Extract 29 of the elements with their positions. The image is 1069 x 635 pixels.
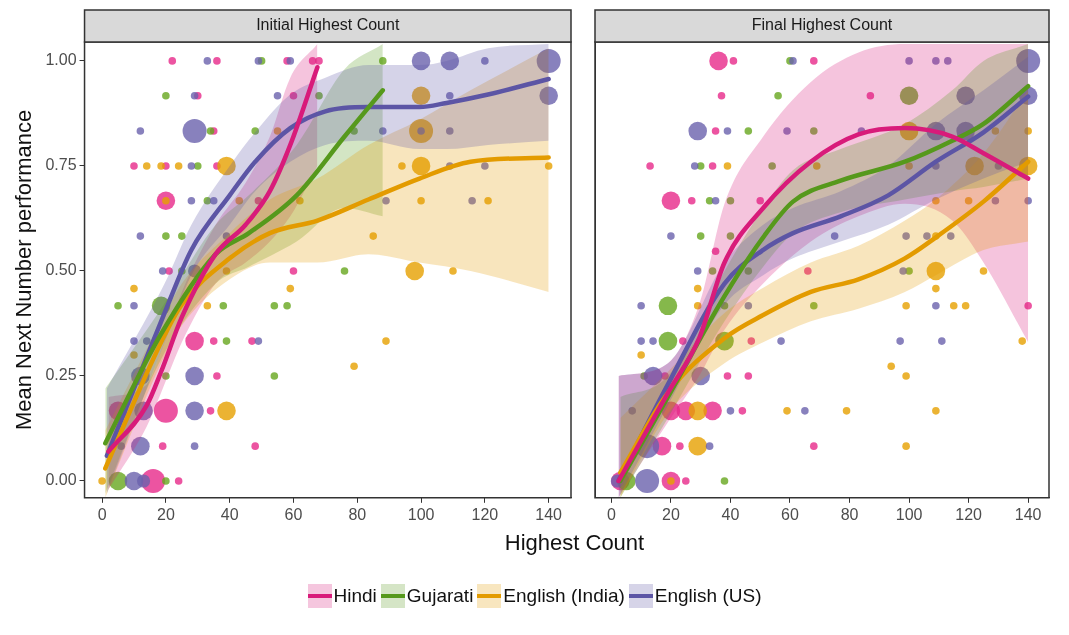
legend-label: English (US) <box>654 585 762 607</box>
x-tick-label: 40 <box>220 505 239 523</box>
x-tick-label: 20 <box>156 505 175 523</box>
legend-label: Gujarati <box>406 585 474 607</box>
x-tick-label: 120 <box>471 505 499 523</box>
x-tick-label: 80 <box>840 505 859 523</box>
chart-title: Final Highest Count <box>751 16 893 34</box>
x-tick-label: 20 <box>662 505 680 523</box>
y-tick-label: 1.00 <box>45 51 77 69</box>
y-tick-label: 0.50 <box>45 261 77 279</box>
x-tick-label: 100 <box>895 505 923 523</box>
chart-title: Initial Highest Count <box>256 16 400 34</box>
x-tick-label: 140 <box>1014 505 1042 523</box>
x-tick-label: 100 <box>407 505 435 523</box>
x-axis-title: Highest Count <box>503 530 646 556</box>
x-tick-label: 120 <box>955 505 983 523</box>
y-tick-label: 0.75 <box>45 156 77 174</box>
legend-label: Hindi <box>333 585 377 607</box>
x-tick-label: 60 <box>284 505 303 523</box>
y-axis-title: Mean Next Number performance <box>11 109 37 431</box>
y-tick-label: 0.00 <box>45 471 77 489</box>
x-tick-label: 140 <box>535 505 563 523</box>
legend-label: English (India) <box>503 585 625 607</box>
x-tick-label: 0 <box>97 505 107 523</box>
x-tick-label: 40 <box>721 505 740 523</box>
y-tick-label: 0.25 <box>45 366 77 384</box>
x-tick-label: 60 <box>781 505 799 523</box>
x-tick-label: 0 <box>606 505 616 523</box>
x-tick-label: 80 <box>348 505 367 523</box>
